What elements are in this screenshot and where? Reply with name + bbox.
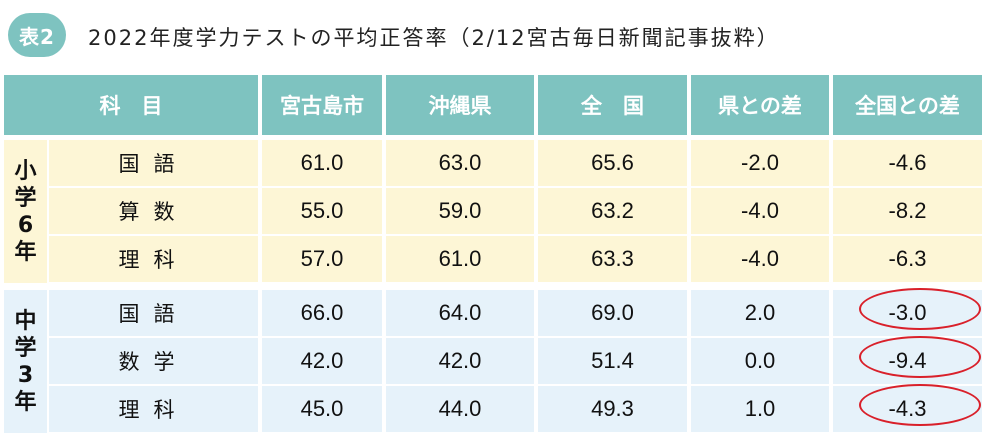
table-title: 2022年度学力テストの平均正答率（2/12宮古毎日新聞記事抜粋） bbox=[88, 26, 780, 50]
subject-cell: 算数 bbox=[48, 187, 262, 236]
header-row: 科 目 宮古島市 沖縄県 全 国 県との差 全国との差 bbox=[4, 75, 986, 140]
city-score: 55.0 bbox=[260, 187, 386, 236]
diff-prefecture: 2.0 bbox=[689, 290, 833, 338]
highlight-ring bbox=[858, 288, 981, 330]
nation-score: 49.3 bbox=[536, 385, 691, 434]
diff-nation: -6.3 bbox=[831, 235, 986, 284]
title-row: 表2 2022年度学力テストの平均正答率（2/12宮古毎日新聞記事抜粋） bbox=[0, 0, 988, 72]
prefecture-score: 42.0 bbox=[384, 337, 538, 386]
group-label-junior: 中学3年 bbox=[4, 290, 49, 433]
header-diff-nation: 全国との差 bbox=[831, 75, 986, 140]
score-table: 科 目 宮古島市 沖縄県 全 国 県との差 全国との差 小学6年 国語 61.0… bbox=[4, 75, 986, 434]
highlight-ring bbox=[858, 336, 981, 378]
city-score: 42.0 bbox=[260, 337, 386, 386]
prefecture-score: 44.0 bbox=[384, 385, 538, 434]
prefecture-score: 64.0 bbox=[384, 290, 538, 338]
subject-cell: 理科 bbox=[48, 385, 262, 434]
header-prefecture: 沖縄県 bbox=[384, 75, 538, 140]
table-row: 算数 55.0 59.0 63.2 -4.0 -8.2 bbox=[4, 187, 986, 236]
nation-score: 63.3 bbox=[536, 235, 691, 284]
city-score: 66.0 bbox=[260, 290, 386, 338]
diff-nation: -9.4 bbox=[831, 336, 986, 386]
highlight-ring bbox=[858, 384, 981, 426]
table-row: 数学 42.0 42.0 51.4 0.0 -9.4 bbox=[4, 336, 986, 386]
header-subject: 科 目 bbox=[4, 75, 262, 140]
subject-cell: 数学 bbox=[48, 337, 262, 386]
diff-nation: -4.6 bbox=[831, 137, 986, 188]
header-nation: 全 国 bbox=[536, 75, 691, 140]
diff-prefecture: -4.0 bbox=[689, 235, 833, 284]
diff-nation: -3.0 bbox=[831, 288, 986, 338]
table-row: 小学6年 国語 61.0 63.0 65.6 -2.0 -4.6 bbox=[4, 137, 986, 283]
table-number-badge: 表2 bbox=[8, 13, 66, 57]
header-city: 宮古島市 bbox=[260, 75, 386, 140]
diff-nation: -4.3 bbox=[831, 384, 986, 434]
prefecture-score: 61.0 bbox=[384, 235, 538, 284]
table-row: 中学3年 国語 66.0 64.0 69.0 2.0 -3.0 bbox=[4, 288, 986, 433]
subject-cell: 理科 bbox=[48, 235, 262, 284]
table-row: 理科 45.0 44.0 49.3 1.0 -4.3 bbox=[4, 384, 986, 434]
diff-prefecture: -4.0 bbox=[689, 187, 833, 236]
group-divider bbox=[4, 283, 984, 290]
nation-score: 69.0 bbox=[536, 290, 691, 338]
group-label-elementary: 小学6年 bbox=[4, 137, 49, 283]
prefecture-score: 59.0 bbox=[384, 187, 538, 236]
diff-nation: -8.2 bbox=[831, 187, 986, 236]
nation-score: 65.6 bbox=[536, 137, 691, 188]
table-row: 理科 57.0 61.0 63.3 -4.0 -6.3 bbox=[4, 235, 986, 284]
city-score: 61.0 bbox=[260, 137, 386, 188]
nation-score: 51.4 bbox=[536, 337, 691, 386]
subject-cell: 国語 bbox=[48, 290, 262, 338]
city-score: 57.0 bbox=[260, 235, 386, 284]
header-diff-prefecture: 県との差 bbox=[689, 75, 833, 140]
prefecture-score: 63.0 bbox=[384, 137, 538, 188]
diff-prefecture: 1.0 bbox=[689, 385, 833, 434]
nation-score: 63.2 bbox=[536, 187, 691, 236]
subject-cell: 国語 bbox=[48, 137, 262, 188]
city-score: 45.0 bbox=[260, 385, 386, 434]
diff-prefecture: -2.0 bbox=[689, 137, 833, 188]
diff-prefecture: 0.0 bbox=[689, 337, 833, 386]
